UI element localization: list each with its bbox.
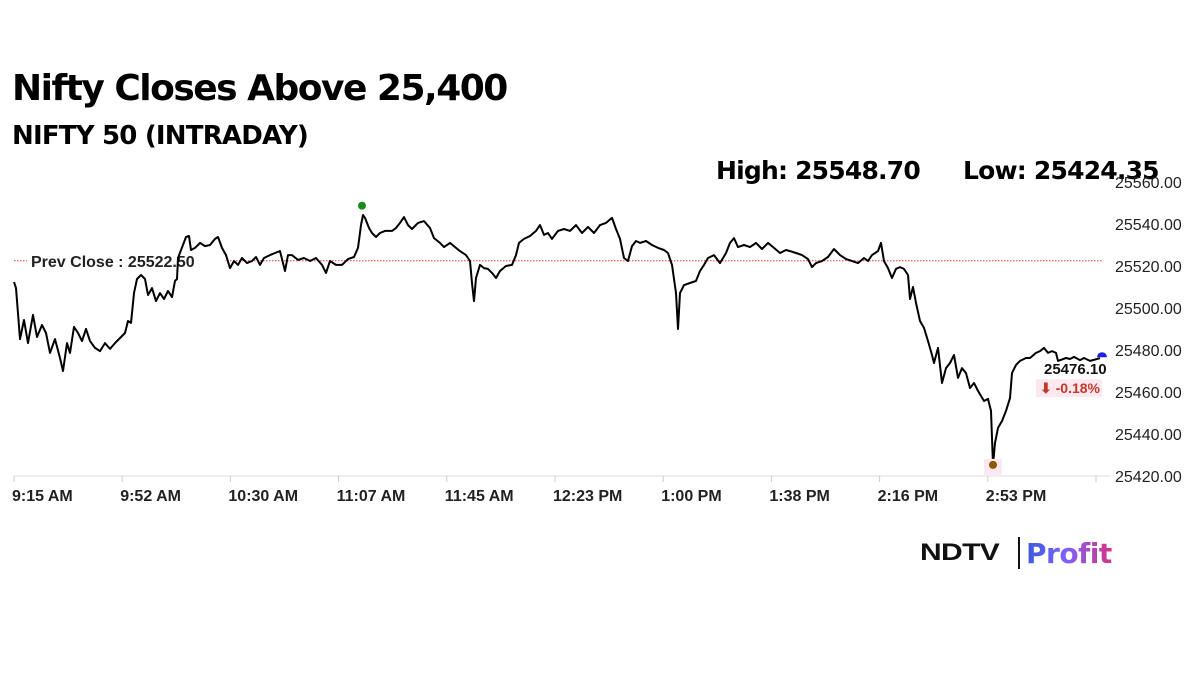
- y-tick-label: 25520.00: [1115, 259, 1182, 276]
- prev-close-label: Prev Close : 25522.50: [31, 254, 195, 271]
- x-tick-label: 9:15 AM: [12, 488, 73, 505]
- change-badge-bg: [1036, 379, 1102, 398]
- low-marker: [989, 460, 997, 469]
- price-line: [13, 214, 1101, 467]
- y-tick-label: 25460.00: [1115, 385, 1182, 402]
- chart-subtitle: NIFTY 50 (INTRADAY): [12, 121, 309, 151]
- profit-wordmark: Profit: [1026, 536, 1112, 570]
- y-tick-label: 25420.00: [1115, 469, 1182, 486]
- x-tick-label: 12:23 PM: [553, 488, 622, 505]
- x-tick-label: 1:38 PM: [769, 488, 829, 505]
- x-tick-label: 11:45 AM: [445, 488, 514, 505]
- low-label: Low: 25424.35: [963, 156, 1160, 185]
- x-tick-label: 11:07 AM: [337, 488, 406, 505]
- x-axis: 9:15 AM 9:52 AM 10:30 AM 11:07 AM 11:45 AM 12…: [12, 475, 1110, 505]
- x-tick-label: 10:30 AM: [228, 488, 298, 505]
- y-tick-label: 25500.00: [1115, 301, 1182, 318]
- x-tick-label: 9:52 AM: [120, 488, 181, 505]
- x-tick-label: 2:53 PM: [986, 488, 1046, 505]
- x-tick-label: 1:00 PM: [661, 488, 721, 505]
- y-tick-label: 25440.00: [1115, 427, 1182, 444]
- last-price-label: 25476.10: [1044, 361, 1107, 378]
- change-percent-label: ⬇ -0.18%: [1040, 380, 1101, 396]
- x-tick-label: 2:16 PM: [878, 488, 938, 505]
- ndtv-wordmark: NDTV: [920, 539, 1000, 566]
- last-price-marker: [1097, 352, 1107, 358]
- y-tick-label: 25560.00: [1115, 175, 1182, 192]
- chart-title: Nifty Closes Above 25,400: [12, 68, 508, 109]
- y-axis: 25560.00 25540.00 25520.00 25500.00 25480.00…: [1115, 175, 1182, 486]
- y-tick-label: 25540.00: [1115, 217, 1182, 234]
- high-marker: [358, 201, 366, 210]
- prev-close-label-bg: [27, 249, 225, 270]
- high-label: High: 25548.70: [716, 156, 921, 185]
- ndtv-profit-logo: NDTV Profit: [920, 536, 1112, 570]
- y-tick-label: 25480.00: [1115, 343, 1182, 360]
- logo-separator: [1018, 537, 1020, 569]
